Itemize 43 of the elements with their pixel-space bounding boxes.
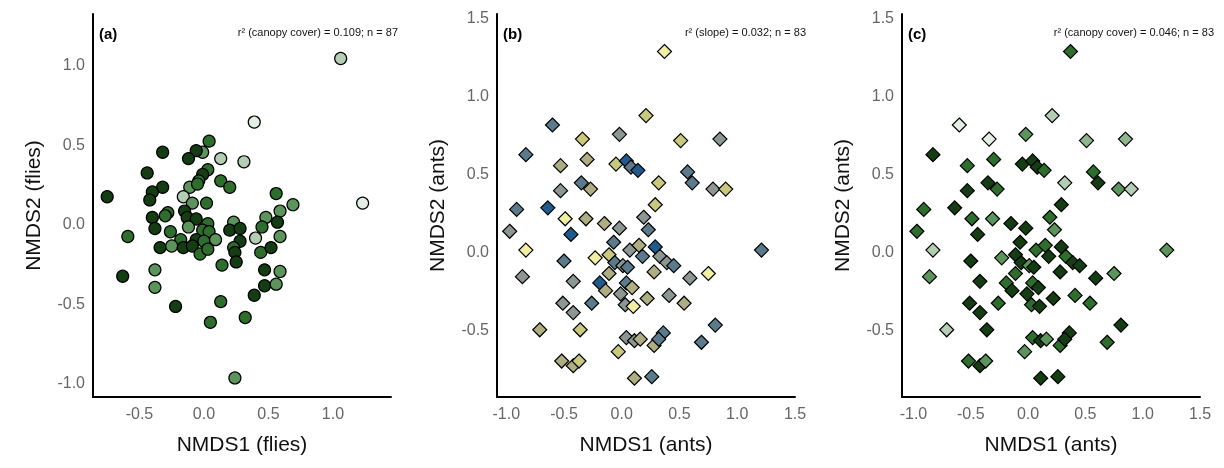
x-tick-label: 1.5 bbox=[783, 404, 807, 422]
y-tick-label: 0.5 bbox=[466, 164, 490, 182]
x-tick-label: -0.5 bbox=[125, 404, 154, 422]
y-tick-label: -0.5 bbox=[461, 321, 490, 339]
y-tick-label: 1.0 bbox=[62, 56, 86, 74]
y-tick-label: -0.5 bbox=[57, 294, 86, 312]
x-tick-label: 0.0 bbox=[192, 404, 216, 422]
y-tick-label: 0.5 bbox=[62, 135, 86, 153]
annotation: r² (canopy cover) = 0.109; n = 87 bbox=[237, 25, 398, 38]
x-tick-label: -0.5 bbox=[956, 404, 985, 422]
y-tick-label: -0.5 bbox=[866, 321, 895, 339]
x-tick-label: 1.5 bbox=[1188, 404, 1212, 422]
y-tick-label: 0.0 bbox=[466, 243, 490, 261]
annotation: r² (slope) = 0.032; n = 83 bbox=[684, 25, 807, 38]
x-axis-title: NMDS1 (ants) bbox=[984, 432, 1118, 455]
annotation: (c) bbox=[908, 25, 927, 42]
y-tick-label: 0.5 bbox=[871, 164, 895, 182]
x-tick-label: 1.0 bbox=[1131, 404, 1154, 422]
y-axis-title: NMDS2 (ants) bbox=[830, 138, 853, 273]
y-tick-label: 0.0 bbox=[871, 243, 895, 261]
annotation: (a) bbox=[99, 25, 118, 42]
y-tick-label: 0.0 bbox=[62, 215, 86, 233]
y-tick-label: 1.5 bbox=[871, 8, 895, 26]
x-tick-label: 1.0 bbox=[321, 404, 345, 422]
y-tick-label: 1.0 bbox=[871, 86, 895, 104]
annotation: (b) bbox=[503, 25, 523, 42]
annotation: r² (canopy cover) = 0.046; n = 83 bbox=[1053, 25, 1214, 38]
x-tick-label: -1.0 bbox=[899, 404, 928, 422]
x-tick-label: 0.5 bbox=[257, 404, 280, 422]
y-tick-label: -1.0 bbox=[57, 374, 86, 392]
x-tick-label: 0.5 bbox=[1074, 404, 1097, 422]
y-tick-label: 1.0 bbox=[466, 86, 490, 104]
y-axis-title: NMDS2 (flies) bbox=[21, 140, 44, 271]
x-tick-label: 1.0 bbox=[726, 404, 749, 422]
x-axis-title: NMDS1 (ants) bbox=[579, 432, 713, 455]
x-tick-label: -1.0 bbox=[492, 404, 521, 422]
x-tick-label: 0.0 bbox=[1016, 404, 1040, 422]
x-tick-label: -0.5 bbox=[550, 404, 578, 422]
y-axis-title: NMDS2 (ants) bbox=[425, 138, 448, 273]
x-axis-title: NMDS1 (flies) bbox=[176, 432, 308, 455]
x-tick-label: 0.5 bbox=[668, 404, 691, 422]
x-tick-label: 0.0 bbox=[610, 404, 633, 422]
y-tick-label: 1.5 bbox=[466, 8, 490, 26]
